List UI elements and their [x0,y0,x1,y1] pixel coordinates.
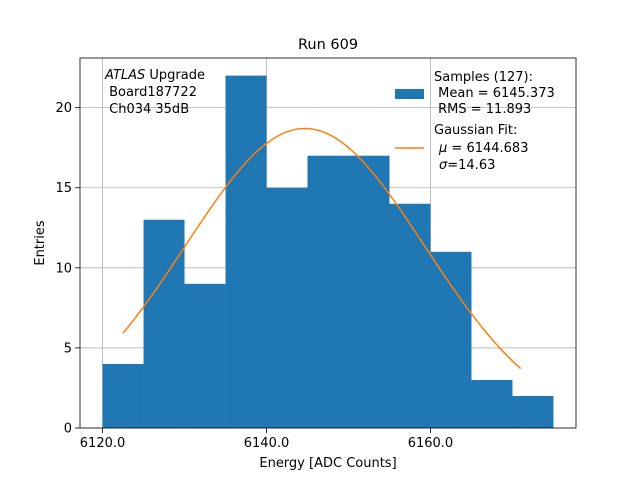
y-axis-ticks: 0 5 10 15 20 [55,101,80,437]
legend-fit-mu-value: = 6144.683 [447,141,528,156]
histogram-bar-10 [512,395,554,428]
legend-fit-sigma-value: =14.63 [447,158,495,173]
axes-frame [79,57,577,429]
legend-samples-mean: Mean = 6145.373 [434,86,555,101]
histogram-bar-2 [184,283,226,428]
y-tick-label-1: 5 [64,341,72,356]
histogram-bar-8 [430,251,472,428]
legend-fit-sigma-symbol: σ [439,158,448,173]
annotation-channel: Ch034 35dB [105,102,189,117]
histogram-bars [102,75,554,428]
y-tick-label-0: 0 [64,422,72,437]
histogram-bar-9 [471,379,513,428]
gaussian-fit-curve [122,127,522,370]
annotation-line-1: ATLAS Upgrade [104,68,205,83]
legend-fit-mu: μ = 6144.683 [438,141,528,156]
histogram-bar-3 [225,75,267,428]
histogram-bar-6 [348,155,390,428]
y-tick-label-2: 10 [55,261,72,276]
histogram-bar-1 [143,219,185,428]
legend-samples-title: Samples (127): [434,70,533,85]
annotation-experiment-suffix: Upgrade [145,68,205,83]
histogram-bar-5 [307,155,349,428]
x-tick-label-2: 6160.0 [408,436,454,451]
y-axis-label: Entries [33,220,48,266]
annotation-board: Board187722 [105,85,197,100]
histogram-bar-0 [102,363,144,428]
legend-fit-mu-symbol: μ [438,141,447,156]
x-tick-label-1: 6140.0 [244,436,290,451]
x-axis-ticks: 6120.0 6140.0 6160.0 [80,428,453,451]
legend: Samples (127): Mean = 6145.373 RMS = 11.… [395,70,555,173]
histogram-bar-7 [389,203,431,428]
atlas-annotation: ATLAS Upgrade Board187722 Ch034 35dB [104,68,205,117]
legend-fit-title: Gaussian Fit: [434,123,517,138]
legend-samples-rms: RMS = 11.893 [434,102,531,117]
annotation-experiment: ATLAS [104,68,145,83]
histogram-bar-4 [266,187,308,428]
legend-fit-sigma: σ=14.63 [439,158,495,173]
x-tick-label-0: 6120.0 [80,436,126,451]
x-axis-label: Energy [ADC Counts] [259,456,396,471]
y-tick-label-4: 20 [55,101,72,116]
chart-title: Run 609 [298,37,358,53]
legend-samples-swatch [395,89,424,99]
y-tick-label-3: 15 [55,181,72,196]
